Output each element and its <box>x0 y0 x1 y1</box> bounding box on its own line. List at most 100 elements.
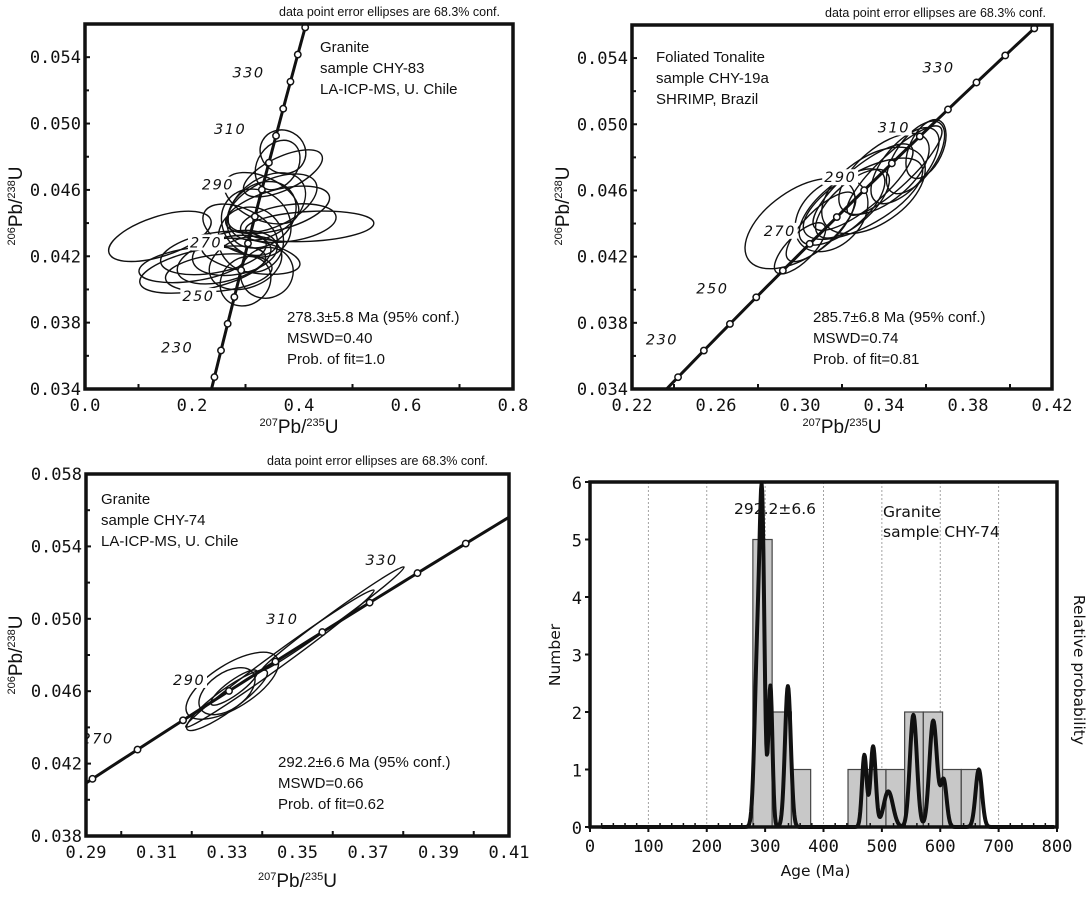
y-axis-title-sup2: 238 <box>553 180 565 198</box>
sample-info-line: Granite <box>883 503 941 521</box>
concordia-age-label: 230 <box>646 333 678 349</box>
y-tick-label: 0.038 <box>31 827 82 847</box>
error-ellipse <box>224 185 331 235</box>
x-tick-label: 0.26 <box>696 396 737 416</box>
x-tick-label: 200 <box>691 837 722 857</box>
error-ellipse <box>821 146 926 235</box>
y-tick-label: 3 <box>572 647 582 667</box>
age-marker-290 <box>860 186 869 195</box>
age-histogram-chart: 0 100 200 300 400 500 600 700 800 0 1 2 3 4 5 6 292.2±6.… <box>546 474 1088 880</box>
y-axis-title-sup: 206 <box>6 227 18 245</box>
y-tick-label: 0.054 <box>31 537 82 557</box>
age-marker-320 <box>944 105 952 114</box>
y-tick-label: 0.038 <box>30 314 81 334</box>
age-marker-260 <box>778 266 787 275</box>
concordia-age-label: 310 <box>266 612 298 628</box>
y-tick-label: 0.046 <box>577 181 628 201</box>
age-marker-270 <box>244 239 252 248</box>
y-axis-title-end: U <box>6 167 27 181</box>
y-tick-label: 1 <box>572 762 582 782</box>
error-ellipse <box>242 149 324 198</box>
concordia-curve <box>86 515 509 785</box>
x-axis-title-sup2: 235 <box>306 417 324 429</box>
sample-info-line: Granite <box>320 39 369 56</box>
x-tick-label: 0.37 <box>348 843 389 863</box>
x-axis-title: 207Pb/235U <box>258 871 337 892</box>
age-label-bg <box>159 339 196 356</box>
y-axis-title: 206Pb/238U <box>6 167 27 246</box>
x-axis-title-main: Pb/ <box>821 417 850 438</box>
age-marker-340 <box>1001 51 1010 60</box>
error-ellipse <box>905 118 947 180</box>
age-marker-300 <box>887 159 896 168</box>
age-label-bg <box>199 176 236 193</box>
age-result-line: Prob. of fit=0.81 <box>813 351 919 368</box>
error-ellipse <box>159 230 267 276</box>
age-label-bg <box>264 611 301 628</box>
age-label-bg <box>643 331 680 348</box>
age-marker-250 <box>752 293 761 302</box>
y-tick-label: 0.054 <box>577 49 628 69</box>
age-label-bg <box>920 59 957 76</box>
x-tick-label: 0.42 <box>1032 396 1073 416</box>
concordia-chart-1: 230 250 270 290 310 330 0.0 0.2 0.4 0.6 0.8 0.034 0.… <box>6 5 529 438</box>
age-label-bg <box>180 288 217 305</box>
x-axis-title: 207Pb/235U <box>803 417 882 438</box>
y-axis-title: 206Pb/238U <box>553 167 574 246</box>
y-tick-label: 0.038 <box>577 314 628 334</box>
concordia-age-label: 310 <box>878 120 910 136</box>
y-tick-label: 5 <box>572 532 582 552</box>
age-label-bg <box>761 222 798 239</box>
concordia-age-label: 270 <box>190 235 222 251</box>
y-tick-label: 0.034 <box>577 380 628 400</box>
age-label-bg <box>694 280 731 297</box>
concordia-age-label: 290 <box>202 178 234 194</box>
x-axis-title-sup: 207 <box>803 417 821 429</box>
age-marker-310 <box>272 131 280 140</box>
x-axis-title-sup2: 235 <box>849 417 867 429</box>
age-marker-310 <box>915 132 924 141</box>
plot-area: 270 290 310 330 <box>86 515 509 785</box>
error-ellipse <box>185 669 269 732</box>
x-axis-title-end: U <box>323 871 337 892</box>
x-tick-label: 0 <box>585 837 595 857</box>
age-marker-300 <box>264 158 273 167</box>
y-axis-title-main: Pb/ <box>553 198 574 227</box>
ellipse-confidence-note: data point error ellipses are 68.3% conf… <box>825 6 1046 20</box>
x-tick-label: 0.33 <box>207 843 248 863</box>
x-tick-label: 0.8 <box>498 396 529 416</box>
y-tick-label: 0.034 <box>30 380 81 400</box>
age-label-bg <box>212 120 249 137</box>
y-axis-title: 206Pb/238U <box>6 616 27 695</box>
y-tick-label: 6 <box>572 474 582 494</box>
x-axis-title-main: Pb/ <box>276 871 305 892</box>
concordia-age-label: 330 <box>365 553 397 569</box>
age-marker-260 <box>88 774 97 783</box>
plot-frame <box>83 22 515 391</box>
x-tick-label: 0.0 <box>70 396 101 416</box>
x-tick-label: 100 <box>633 837 664 857</box>
y-axis-title: Number <box>546 623 564 686</box>
concordia-curve <box>664 25 1041 389</box>
error-ellipse <box>254 139 301 191</box>
concordia-curve <box>209 24 308 389</box>
x-tick-label: 500 <box>867 837 898 857</box>
x-axis-title: 207Pb/235U <box>260 417 339 438</box>
y-tick-label: 0.050 <box>577 115 628 135</box>
sample-info-line: LA-ICP-MS, U. Chile <box>320 81 458 98</box>
error-ellipse <box>107 210 212 263</box>
x-axis-title-end: U <box>325 417 339 438</box>
x-tick-label: 0.4 <box>284 396 315 416</box>
concordia-age-label: 310 <box>214 122 246 138</box>
y-axis-title-end: U <box>553 167 574 181</box>
x-tick-label: 600 <box>925 837 956 857</box>
concordia-chart-3: 270 290 310 330 0.29 0.31 0.33 0.35 0.37 0.39 0.41… <box>6 454 529 892</box>
age-label-bg <box>230 64 267 81</box>
age-marker-330 <box>286 77 295 86</box>
sample-info-line: LA-ICP-MS, U. Chile <box>101 533 239 550</box>
y-axis-title-sup2: 238 <box>6 629 18 647</box>
age-result-line: 278.3±5.8 Ma (95% conf.) <box>287 309 460 326</box>
x-tick-label: 0.22 <box>612 396 653 416</box>
sample-info-line: sample CHY-83 <box>320 60 425 77</box>
error-ellipse <box>885 120 946 195</box>
